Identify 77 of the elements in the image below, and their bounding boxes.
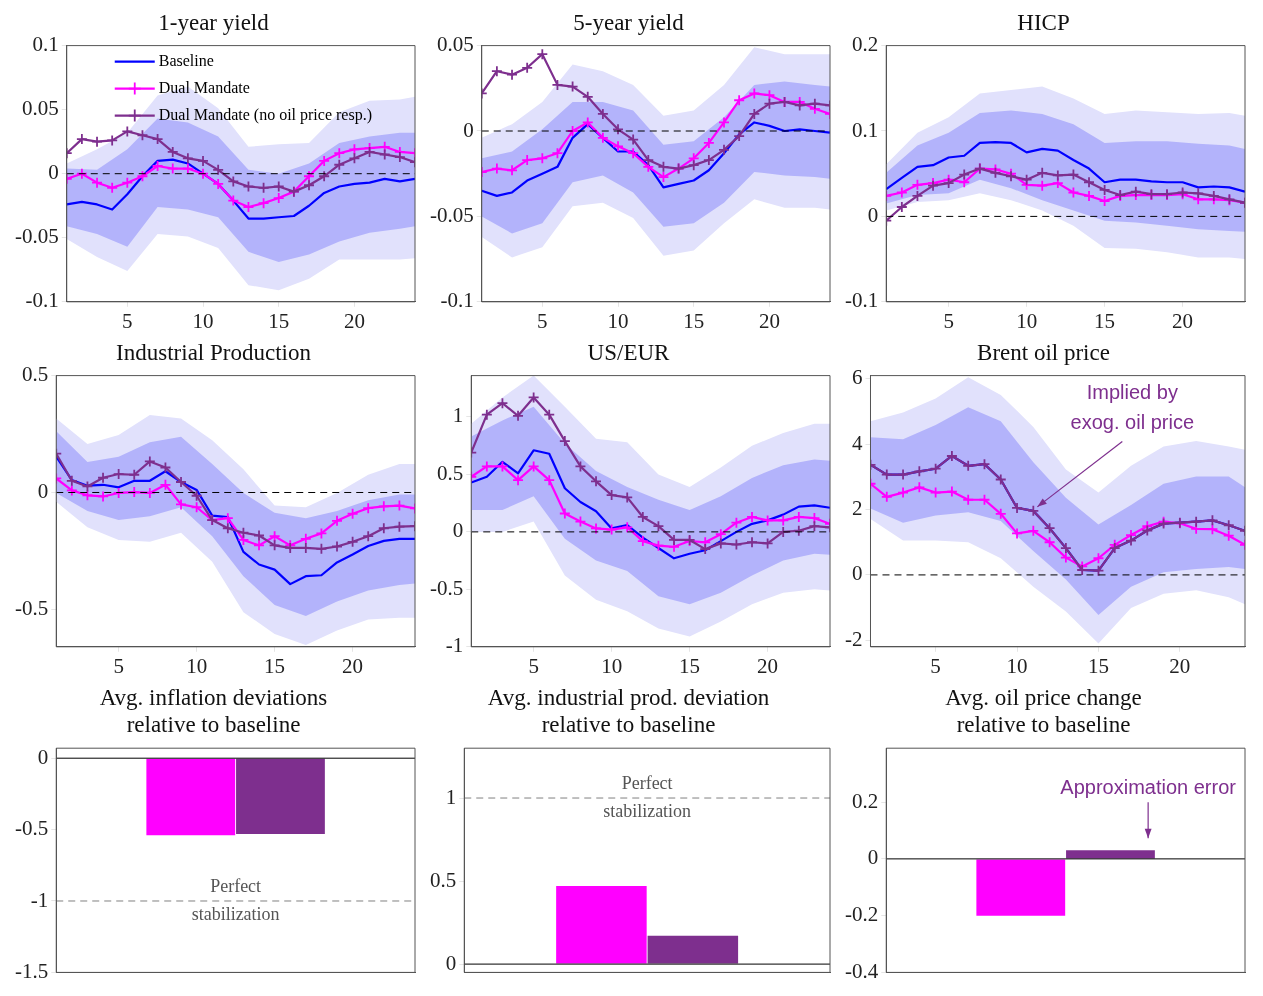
annotation: Implied by exog. oil price xyxy=(1070,381,1195,434)
y-tick-label: 0.05 xyxy=(436,32,474,57)
chart-title: 1-year yield xyxy=(158,9,270,35)
y-tick-label: 0 xyxy=(452,518,464,543)
y-tick-label: 2 xyxy=(851,496,863,521)
legend-label: Baseline xyxy=(158,51,214,69)
y-tick-label: 4 xyxy=(851,430,863,455)
annotation: Approximation error xyxy=(1060,775,1237,798)
x-tick-label: 15 xyxy=(264,653,286,678)
y-tick-label: 0 xyxy=(851,561,863,586)
y-tick-label: -0.1 xyxy=(440,288,474,313)
ref-line-label: Perfect stabilization xyxy=(603,772,692,821)
y-tick-label: 0.2 xyxy=(851,32,879,57)
y-tick-label: 0.05 xyxy=(21,96,59,121)
y-tick-label: 1 xyxy=(445,784,457,809)
y-tick-label: -1 xyxy=(445,633,464,658)
y-tick-label: 0.1 xyxy=(851,117,879,142)
x-tick-label: 20 xyxy=(758,308,780,333)
x-tick-label: 20 xyxy=(342,653,364,678)
y-tick-label: -0.05 xyxy=(429,202,474,227)
y-tick-label: 0.1 xyxy=(32,32,59,57)
y-tick-label: 0.5 xyxy=(436,460,464,485)
y-tick-label: -1.5 xyxy=(14,958,49,983)
x-tick-label: 15 xyxy=(1094,308,1116,333)
y-tick-label: 0 xyxy=(867,202,879,227)
y-tick-label: -0.2 xyxy=(844,902,879,927)
y-tick-label: 0.5 xyxy=(21,362,49,387)
x-tick-label: 5 xyxy=(122,308,133,333)
chart-title: 5-year yield xyxy=(573,9,685,35)
x-tick-label: 5 xyxy=(943,308,954,333)
x-tick-label: 5 xyxy=(930,653,941,678)
y-tick-label: 0 xyxy=(463,117,474,142)
y-tick-label: -2 xyxy=(844,626,863,651)
y-tick-label: -0.1 xyxy=(844,288,879,313)
x-tick-label: 10 xyxy=(1016,308,1038,333)
x-tick-label: 10 xyxy=(607,308,629,333)
chart-title: HICP xyxy=(1017,9,1070,35)
y-tick-label: -0.4 xyxy=(844,958,879,983)
x-tick-label: 20 xyxy=(1169,653,1191,678)
x-tick-label: 5 xyxy=(528,653,539,678)
x-tick-label: 15 xyxy=(268,308,290,333)
x-tick-label: 20 xyxy=(1172,308,1194,333)
chart-title: US/EUR xyxy=(587,339,671,365)
y-tick-label: 0 xyxy=(48,160,59,185)
y-tick-label: -0.5 xyxy=(429,575,464,600)
y-tick-label: -0.1 xyxy=(25,288,59,313)
x-tick-label: 5 xyxy=(113,653,124,678)
x-tick-label: 20 xyxy=(757,653,779,678)
y-tick-label: -1 xyxy=(30,887,49,912)
x-tick-label: 15 xyxy=(683,308,705,333)
x-tick-label: 15 xyxy=(679,653,701,678)
x-tick-label: 10 xyxy=(1006,653,1028,678)
y-tick-label: 6 xyxy=(851,365,863,390)
y-tick-label: 0.5 xyxy=(430,867,457,892)
chart-title: Avg. oil price change relative to baseline xyxy=(945,684,1142,738)
legend-label: Dual Mandate (no oil price resp.) xyxy=(158,105,373,124)
y-tick-label: -0.05 xyxy=(14,224,59,249)
x-tick-label: 5 xyxy=(537,308,548,333)
y-tick-label: 0 xyxy=(867,845,879,870)
y-tick-label: 0 xyxy=(445,950,457,975)
y-tick-label: 0.2 xyxy=(851,788,879,813)
x-tick-label: 10 xyxy=(601,653,623,678)
x-tick-label: 20 xyxy=(343,308,365,333)
y-tick-label: 0 xyxy=(37,479,49,504)
x-tick-label: 10 xyxy=(192,308,214,333)
chart-title: Brent oil price xyxy=(977,339,1110,365)
y-tick-label: 1 xyxy=(452,403,464,428)
y-tick-label: 0 xyxy=(37,744,49,769)
x-tick-label: 15 xyxy=(1087,653,1109,678)
legend-label: Dual Mandate xyxy=(158,78,250,96)
ref-line-label: Perfect stabilization xyxy=(191,875,280,924)
chart-title: Industrial Production xyxy=(116,339,312,365)
chart-title: Avg. inflation deviations relative to baseline xyxy=(99,684,328,738)
chart-title: Avg. industrial prod. deviation relative to baseline xyxy=(487,684,770,738)
x-tick-label: 10 xyxy=(186,653,208,678)
y-tick-label: -0.5 xyxy=(14,595,49,620)
y-tick-label: -0.5 xyxy=(14,816,49,841)
